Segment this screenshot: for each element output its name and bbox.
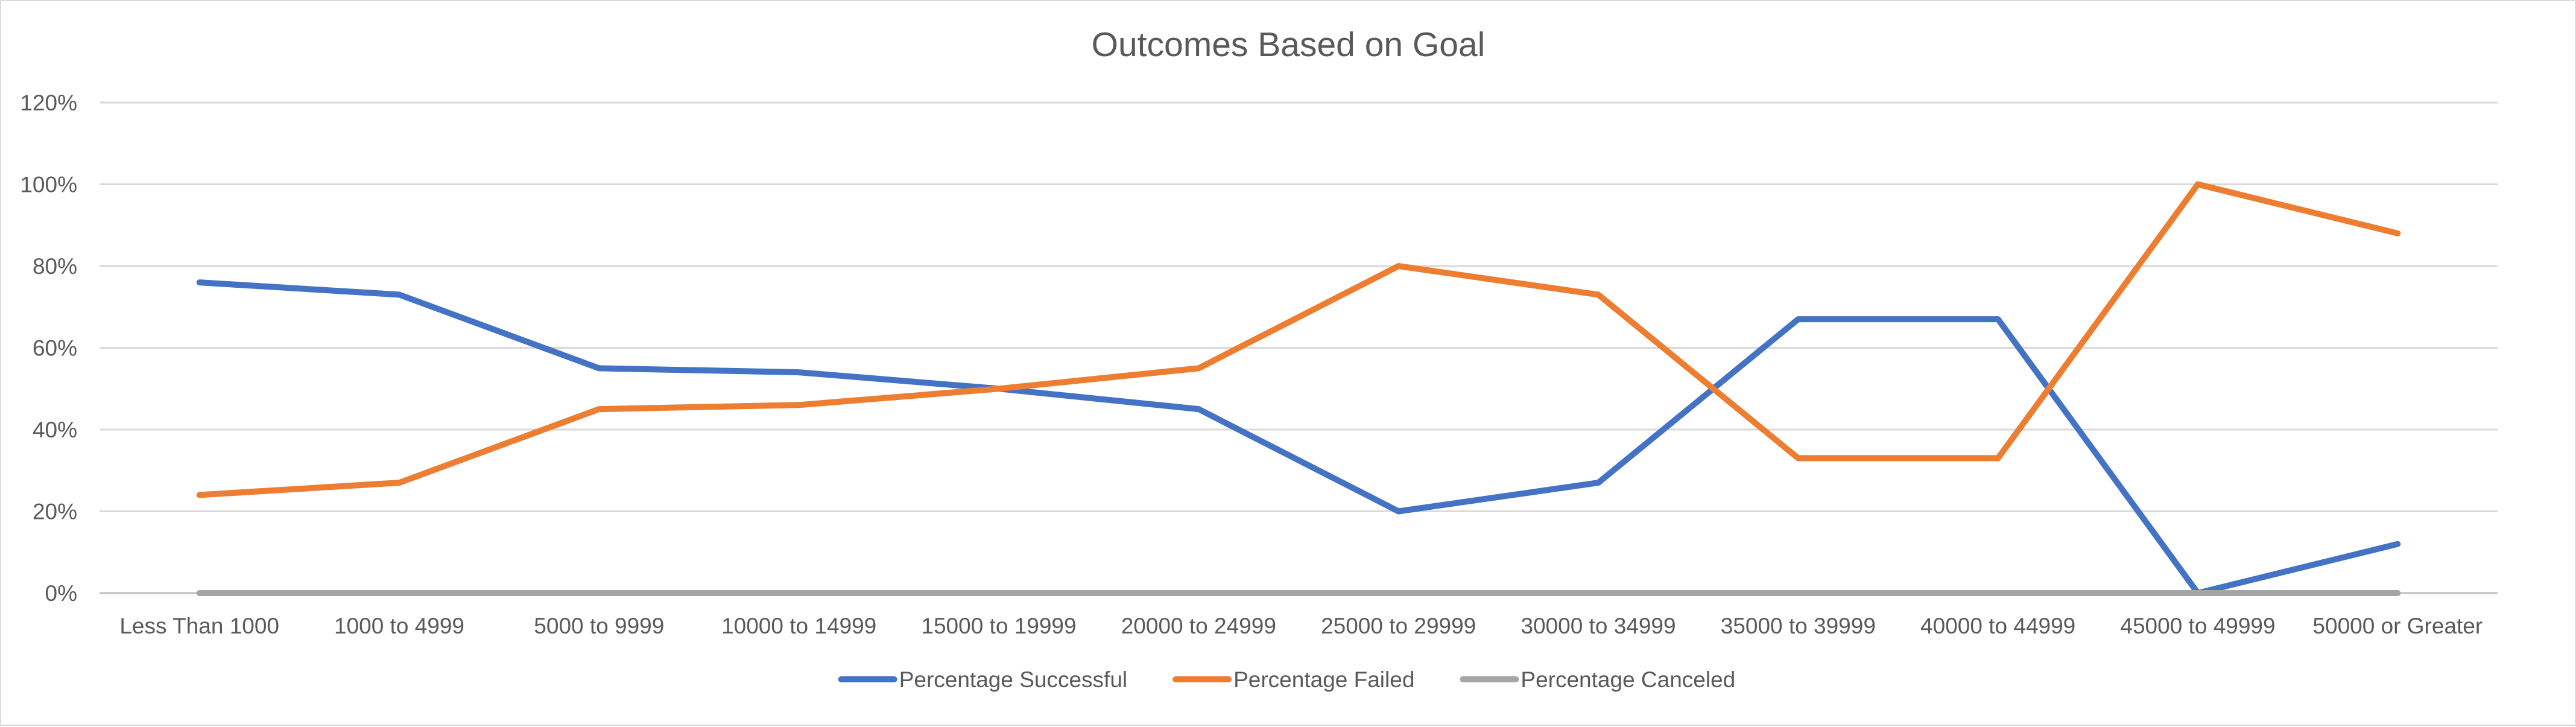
y-tick-label: 40% [33, 417, 77, 442]
legend-item: Percentage Successful [838, 667, 1127, 692]
y-tick-label: 80% [33, 254, 77, 279]
legend-item: Percentage Failed [1172, 667, 1414, 692]
y-tick-label: 0% [45, 581, 77, 606]
x-tick-label: 40000 to 44999 [1920, 614, 2075, 638]
legend-label: Percentage Successful [899, 667, 1127, 692]
x-tick-label: 1000 to 4999 [334, 614, 464, 638]
x-tick-label: 35000 to 39999 [1721, 614, 1876, 638]
y-tick-label: 120% [20, 90, 77, 115]
legend-label: Percentage Failed [1233, 667, 1414, 692]
x-tick-label: 5000 to 9999 [534, 614, 664, 638]
chart-title: Outcomes Based on Goal [1092, 25, 1486, 64]
x-tick-label: 50000 or Greater [2312, 614, 2483, 638]
x-tick-label: Less Than 1000 [119, 614, 279, 638]
x-axis-tick-labels: Less Than 1000 1000 to 4999 5000 to 9999 10… [119, 614, 2483, 638]
x-tick-label: 30000 to 34999 [1521, 614, 1676, 638]
series-lines [196, 181, 2401, 596]
x-tick-label: 25000 to 29999 [1321, 614, 1476, 638]
legend-label: Percentage Canceled [1521, 667, 1735, 692]
series-line-percentage-failed [196, 181, 2401, 498]
x-tick-label: 15000 to 19999 [921, 614, 1076, 638]
legend: Percentage Successful Percentage Failed Pe… [838, 667, 1735, 692]
x-tick-label: 45000 to 49999 [2120, 614, 2275, 638]
legend-item: Percentage Canceled [1460, 667, 1735, 692]
gridlines [100, 101, 2498, 594]
series-line-percentage-successful [196, 279, 2401, 596]
y-tick-label: 20% [33, 500, 77, 524]
y-axis-tick-labels: 0% 20% 40% 60% 80% 100% 120% [20, 90, 77, 606]
y-tick-label: 60% [33, 336, 77, 361]
x-tick-label: 10000 to 14999 [721, 614, 876, 638]
y-tick-label: 100% [20, 173, 77, 197]
x-tick-label: 20000 to 24999 [1121, 614, 1276, 638]
